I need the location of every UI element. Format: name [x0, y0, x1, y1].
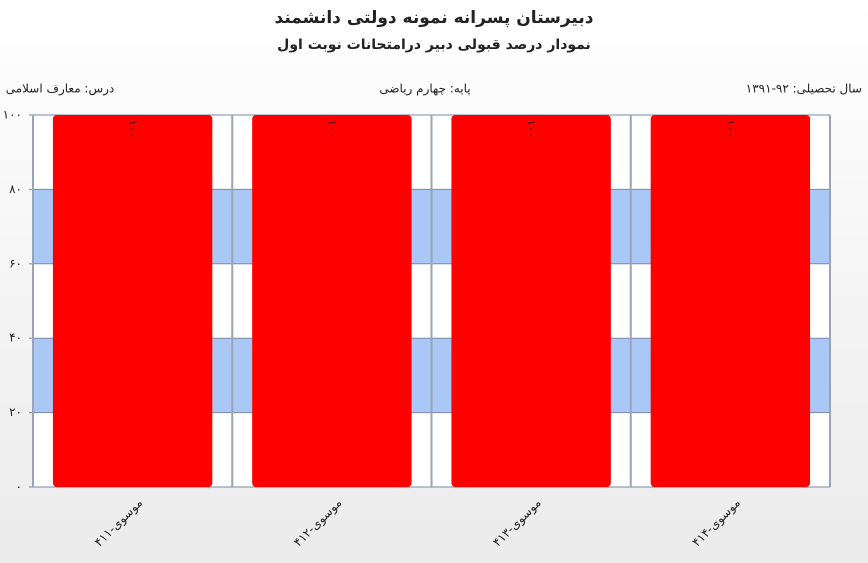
y-tick-label: ۰	[16, 480, 22, 494]
bar	[252, 115, 412, 487]
x-tick-label: موسوی-۴۱۱	[92, 496, 146, 550]
x-tick-label: موسوی-۴۱۳	[490, 496, 544, 550]
y-tick-label: ۱۰۰	[3, 108, 22, 122]
info-grade: پایه: چهارم ریاضی	[379, 82, 470, 97]
value-label: ۱۰۰	[724, 119, 738, 138]
bar	[451, 115, 611, 487]
y-tick-label: ۲۰	[9, 405, 22, 419]
x-tick-label: موسوی-۴۱۲	[291, 496, 345, 550]
bar	[52, 115, 213, 487]
y-tick-label: ۶۰	[9, 256, 22, 270]
chart-title: دبیرستان پسرانه نمونه دولتی دانشمند	[275, 8, 594, 28]
value-label: ۱۰۰	[126, 119, 140, 138]
bar	[650, 115, 811, 487]
x-tick-label: موسوی-۴۱۴	[689, 496, 743, 550]
y-tick-label: ۸۰	[9, 182, 22, 196]
y-tick-label: ۴۰	[9, 331, 22, 345]
info-course: درس: معارف اسلامی	[6, 82, 115, 97]
value-label: ۱۰۰	[525, 119, 539, 138]
chart-subtitle: نمودار درصد قبولی دبیر درامتحانات نوبت ا…	[277, 37, 591, 53]
info-year: سال تحصیلی: ۹۲-۱۳۹۱	[746, 82, 862, 96]
value-label: ۱۰۰	[325, 119, 339, 138]
